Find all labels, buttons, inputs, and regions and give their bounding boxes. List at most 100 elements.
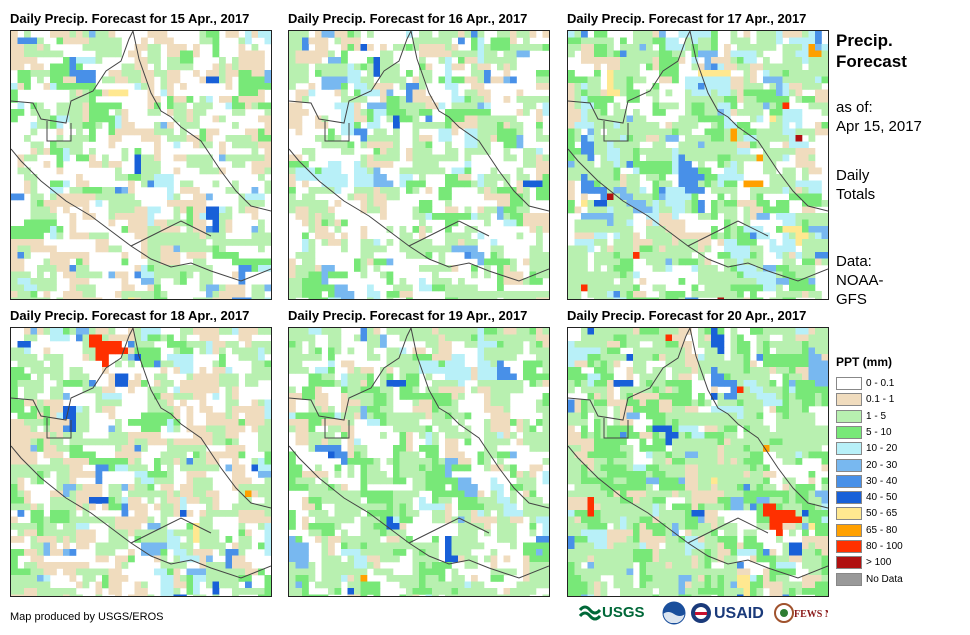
precip-cell: [743, 226, 751, 233]
precip-cell: [490, 206, 498, 214]
precip-cell: [334, 341, 342, 348]
precip-cell: [225, 219, 233, 227]
precip-cell: [76, 529, 83, 537]
precip-cell: [386, 57, 394, 64]
precip-cell: [789, 213, 796, 220]
precip-cell: [503, 271, 511, 279]
precip-cell: [154, 490, 161, 498]
precip-cell: [308, 226, 316, 233]
precip-cell: [334, 291, 342, 298]
precip-cell: [186, 445, 194, 452]
precip-cell: [258, 284, 265, 292]
precip-cell: [95, 516, 103, 524]
precip-cell: [620, 219, 627, 227]
precip-cell: [186, 386, 194, 394]
precip-cell: [399, 232, 407, 240]
precip-cell: [503, 297, 511, 299]
precip-cell: [147, 334, 155, 342]
precip-cell: [264, 232, 271, 240]
precip-cell: [451, 76, 459, 84]
precip-cell: [102, 406, 109, 413]
precip-cell: [503, 63, 511, 71]
precip-cell: [82, 200, 90, 207]
precip-cell: [789, 239, 796, 246]
precip-cell: [95, 490, 103, 498]
precip-cell: [425, 328, 433, 335]
precip-cell: [199, 200, 207, 207]
precip-cell: [108, 386, 116, 394]
precip-cell: [672, 76, 679, 84]
precip-cell: [186, 477, 194, 485]
precip-cell: [795, 226, 803, 233]
precip-cell: [386, 380, 394, 387]
precip-cell: [206, 193, 213, 201]
precip-cell: [594, 232, 601, 240]
precip-cell: [334, 219, 342, 227]
precip-cell: [212, 128, 220, 136]
precip-cell: [121, 122, 129, 129]
precip-cell: [484, 57, 491, 64]
precip-cell: [717, 70, 725, 77]
precip-cell: [523, 297, 530, 299]
precip-cell: [315, 291, 322, 298]
precip-cell: [199, 102, 207, 110]
precip-cell: [212, 367, 220, 374]
precip-cell: [37, 148, 44, 155]
precip-cell: [141, 174, 148, 181]
precip-cell: [69, 232, 77, 240]
precip-cell: [633, 115, 640, 123]
precip-cell: [484, 425, 491, 433]
precip-cell: [607, 271, 614, 279]
precip-cell: [769, 265, 777, 272]
precip-cell: [503, 213, 511, 220]
precip-cell: [160, 471, 168, 478]
precip-cell: [141, 232, 148, 240]
precip-cell: [724, 63, 731, 71]
precip-cell: [620, 206, 627, 214]
precip-cell: [691, 167, 699, 175]
precip-cell: [815, 200, 822, 207]
precip-cell: [737, 57, 744, 64]
precip-cell: [393, 193, 400, 201]
precip-cell: [11, 555, 18, 563]
precip-cell: [43, 412, 51, 420]
precip-cell: [432, 360, 439, 368]
precip-cell: [321, 393, 329, 400]
precip-cell: [212, 562, 220, 569]
precip-cell: [477, 380, 485, 387]
precip-cell: [802, 70, 809, 77]
precip-cell: [212, 341, 220, 348]
precip-cell: [795, 83, 803, 90]
precip-cell: [776, 89, 783, 97]
precip-cell: [484, 76, 491, 84]
precip-cell: [193, 219, 200, 227]
precip-cell: [167, 193, 174, 201]
precip-cell: [186, 226, 194, 233]
precip-cell: [717, 154, 725, 162]
precip-cell: [147, 252, 155, 259]
precip-cell: [373, 135, 381, 142]
precip-cell: [134, 497, 142, 504]
precip-cell: [173, 70, 181, 77]
precip-cell: [568, 128, 575, 136]
precip-cell: [121, 373, 129, 381]
precip-cell: [238, 76, 246, 84]
precip-cell: [516, 219, 524, 227]
precip-cell: [458, 393, 465, 400]
precip-cell: [659, 128, 666, 136]
precip-cell: [56, 406, 64, 413]
precip-cell: [581, 44, 588, 51]
precip-cell: [613, 226, 621, 233]
precip-cell: [173, 419, 181, 426]
precip-cell: [678, 31, 686, 38]
precip-cell: [607, 44, 614, 51]
precip-cell: [108, 50, 116, 58]
precip-cell: [419, 232, 426, 240]
precip-cell: [516, 89, 524, 97]
precip-cell: [173, 278, 181, 285]
precip-cell: [451, 50, 459, 58]
precip-cell: [594, 200, 601, 207]
precip-cell: [769, 297, 777, 299]
precip-cell: [24, 297, 31, 299]
precip-cell: [399, 291, 407, 298]
